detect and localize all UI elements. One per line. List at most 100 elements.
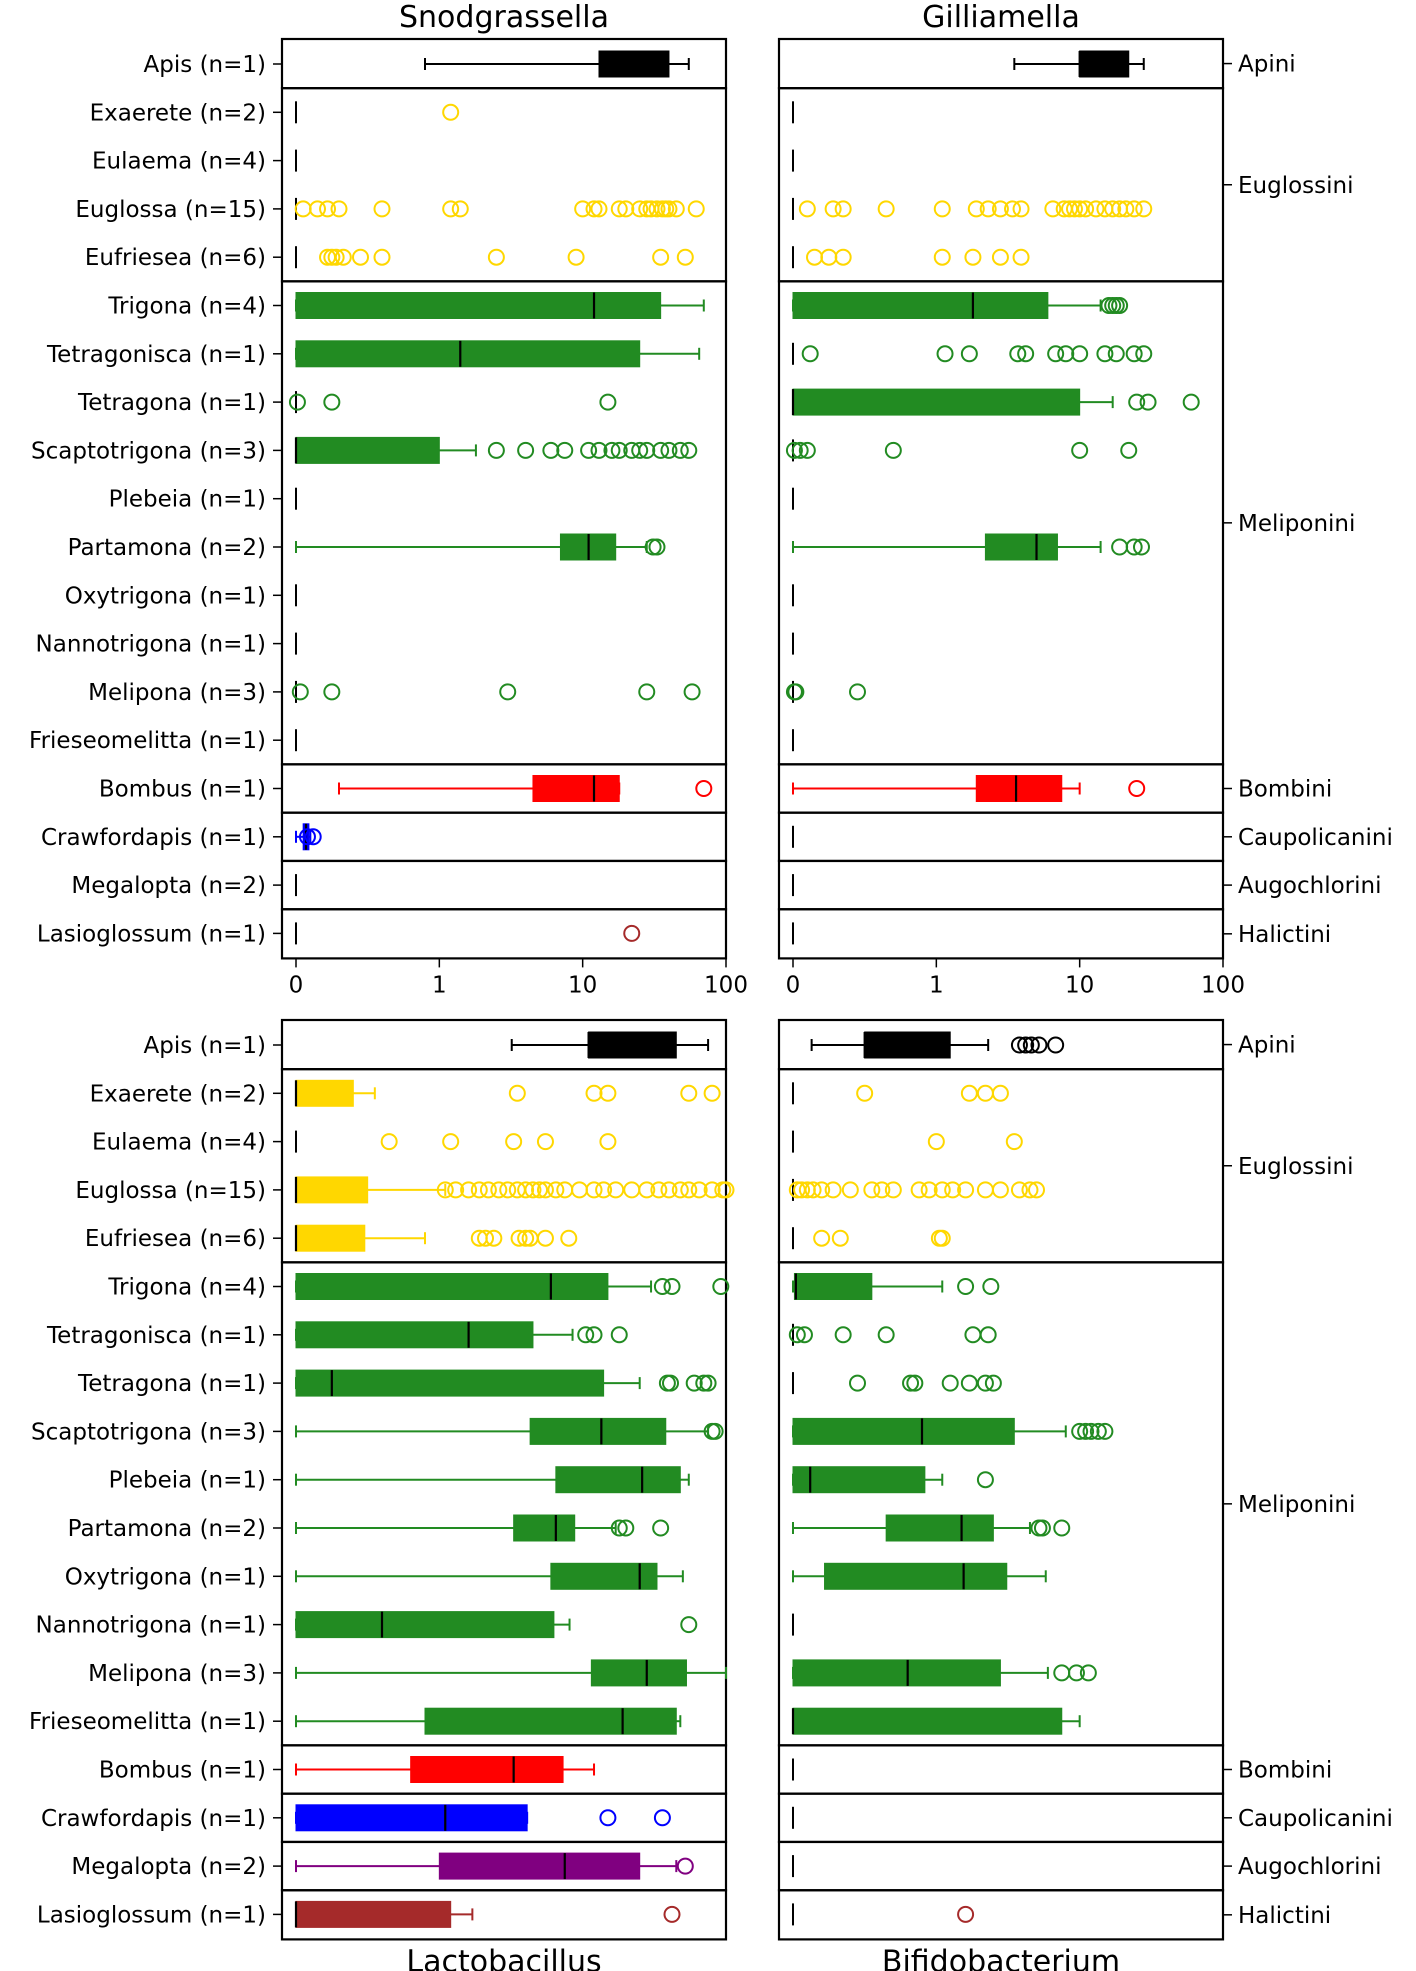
section-frame-halictini: [777, 908, 1225, 960]
iqr-box: [792, 1417, 1015, 1445]
iqr-box: [555, 1466, 681, 1494]
section-frame-euglossini: [777, 87, 1225, 283]
flier-point: [309, 200, 326, 218]
flier-point: [933, 200, 951, 218]
box-scaptotrigona: [294, 436, 698, 464]
box-melipona: [792, 1659, 1097, 1687]
flier-point: [560, 1229, 578, 1247]
box-bombus: [338, 775, 713, 802]
box-lasioglossum: [792, 1903, 975, 1926]
y-tick-label: Eufriesea (n=6): [85, 1226, 266, 1252]
y-tick-label: Nannotrigona (n=1): [36, 632, 266, 658]
y-tick-label: Melipona (n=3): [88, 680, 266, 706]
flier-point: [570, 1181, 588, 1199]
flier-point: [599, 393, 617, 411]
flier-point: [884, 441, 902, 459]
flier-point: [982, 1278, 1000, 1295]
flier-point: [590, 441, 608, 459]
panel-gilliamella: Apini Euglossini Meliponini Bombini Caupolic…: [777, 0, 1393, 998]
flier-point: [676, 1857, 694, 1875]
flier-point: [1139, 393, 1157, 411]
flier-point: [795, 1326, 813, 1344]
flier-point: [703, 1181, 721, 1199]
y-tick-label: Megalopta (n=2): [71, 1854, 266, 1880]
flier-point: [436, 1181, 454, 1199]
flier-point: [1010, 1181, 1028, 1199]
flier-point: [706, 1422, 724, 1440]
flier-point: [806, 248, 823, 266]
box-scaptotrigona: [785, 439, 1138, 462]
box-apis: [510, 1031, 710, 1059]
tribe-label-augochlorini: Augochlorini: [1238, 873, 1381, 899]
y-tick-label: Melipona (n=3): [88, 1661, 266, 1687]
flier-point: [1125, 200, 1143, 218]
box-apis: [424, 50, 690, 78]
iqr-box: [295, 1079, 354, 1107]
flier-point: [687, 200, 705, 218]
flier-point: [610, 1519, 628, 1537]
iqr-box: [792, 292, 1049, 319]
flier-point: [638, 441, 656, 459]
flier-point: [334, 248, 352, 266]
flier-point: [617, 200, 635, 218]
flier-point: [1028, 1181, 1046, 1199]
flier-point: [1087, 200, 1105, 218]
flier-point: [542, 441, 560, 459]
box-bombus: [295, 1756, 596, 1783]
flier-point: [599, 1809, 617, 1827]
iqr-box: [295, 1611, 555, 1639]
flier-point: [1117, 200, 1135, 218]
flier-point: [967, 200, 985, 218]
flier-point: [991, 1084, 1009, 1102]
iqr-box: [885, 1514, 994, 1542]
flier-point: [556, 1181, 574, 1199]
y-tick-label: Tetragona (n=1): [77, 390, 266, 416]
flier-point: [834, 1326, 852, 1344]
panel-bifidobacterium: Apini Euglossini Meliponini Bombini Caupolic…: [777, 1018, 1393, 1971]
box-melipona: [291, 680, 701, 703]
flier-point: [960, 1374, 978, 1392]
section-frame-caupolicanini: [280, 811, 728, 863]
flier-point: [991, 1181, 1009, 1199]
flier-point: [442, 103, 460, 121]
flier-point: [671, 441, 689, 459]
flier-point: [1044, 200, 1062, 218]
flier-point: [1033, 1519, 1051, 1537]
flier-point: [517, 441, 535, 459]
flier-point: [327, 248, 345, 266]
iqr-box: [295, 1900, 452, 1928]
flier-point: [451, 200, 469, 218]
flier-point: [567, 248, 585, 266]
flier-point: [585, 1326, 603, 1344]
iqr-box: [295, 1321, 534, 1349]
box-partamona: [792, 1514, 1071, 1542]
flier-point: [984, 1374, 1002, 1392]
flier-point: [623, 924, 641, 942]
flier-point: [683, 683, 701, 701]
flier-point: [863, 1181, 881, 1199]
iqr-box: [864, 1031, 951, 1059]
y-tick-label: Megalopta (n=2): [71, 873, 266, 899]
flier-point: [936, 345, 954, 363]
flier-point: [607, 1181, 625, 1199]
tribe-label-bombini: Bombini: [1238, 777, 1332, 803]
y-tick-label: Tetragonisca (n=1): [46, 1323, 266, 1349]
box-eufriesea: [294, 1224, 578, 1252]
flier-point: [834, 248, 852, 266]
flier-point: [479, 1181, 497, 1199]
iqr-box: [295, 1224, 366, 1252]
y-tick-label: Oxytrigona (n=1): [65, 583, 266, 609]
flier-point: [944, 1181, 962, 1199]
y-tick-label: Lasioglossum (n=1): [37, 921, 266, 947]
box-exaerete: [792, 1082, 1009, 1105]
flier-point: [1017, 1036, 1035, 1054]
box-frieseomelitta: [295, 1707, 682, 1735]
flier-point: [699, 1374, 717, 1392]
flier-point: [680, 1181, 698, 1199]
flier-point: [536, 1181, 554, 1199]
iqr-box: [793, 1273, 873, 1300]
flier-point: [798, 441, 816, 459]
flier-point: [685, 1374, 703, 1392]
flier-point: [957, 1181, 975, 1199]
flier-point: [610, 441, 628, 459]
